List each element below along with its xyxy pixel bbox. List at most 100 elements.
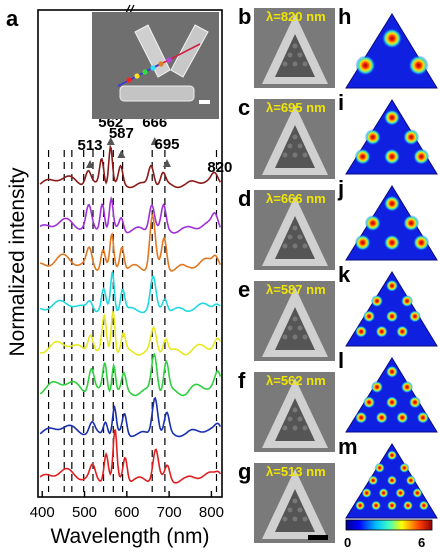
panel-letter: d	[238, 186, 251, 211]
x-ticks: 400 500 600 700 800	[30, 491, 224, 521]
spectrum-line-0	[39, 144, 222, 189]
hot-spot	[374, 462, 385, 473]
sem-dot	[297, 143, 303, 149]
sem-dot	[287, 507, 293, 513]
panel-letter: i	[338, 90, 344, 115]
sem-dot	[287, 143, 293, 149]
lambda-label: λ=820 nm	[266, 9, 326, 24]
sim-triangle	[345, 13, 438, 89]
hot-spot	[387, 450, 397, 461]
sem-dot	[302, 61, 308, 67]
sem-panel-g: g λ=513 nm	[238, 459, 335, 543]
x-tick-label: 700	[157, 504, 182, 521]
sem-panels: b λ=820 nm c λ=695 nm d λ=666 nm e λ=587 nm f λ=5…	[238, 4, 335, 543]
hot-spot	[370, 295, 383, 308]
panel-letter: c	[238, 95, 250, 120]
sem-dot	[282, 334, 288, 340]
hot-spot	[355, 411, 368, 424]
hot-spot	[416, 411, 429, 424]
sem-dot	[282, 61, 288, 67]
sem-dot	[282, 152, 288, 158]
lambda-label: λ=695 nm	[266, 100, 326, 115]
peak-arrow	[117, 150, 126, 158]
hot-spot	[401, 381, 414, 394]
sem-dot	[292, 43, 298, 49]
hot-spot	[364, 129, 381, 146]
sem-dot	[292, 134, 298, 140]
sem-dot	[297, 416, 303, 422]
hot-spot	[405, 475, 416, 486]
sim-panel-l: l	[338, 348, 438, 433]
sem-dot	[302, 334, 308, 340]
x-tick-label: 500	[72, 504, 97, 521]
axis-break-mark	[125, 4, 135, 14]
peak-arrow	[163, 159, 172, 167]
hot-spot	[386, 396, 398, 409]
peak-arrow	[106, 137, 115, 145]
colorbar-max-label: 6	[418, 535, 425, 550]
sem-dot	[302, 152, 308, 158]
hot-spot	[403, 215, 420, 232]
peak-arrow	[150, 137, 159, 145]
sem-panel-b: b λ=820 nm	[238, 4, 335, 88]
sim-triangle	[345, 271, 438, 347]
hot-spot	[384, 234, 400, 251]
lambda-label: λ=562 nm	[266, 373, 326, 388]
hot-spot	[402, 500, 413, 511]
peak-arrow	[86, 160, 95, 168]
hot-spot	[363, 396, 376, 409]
sem-dot	[282, 516, 288, 522]
spectrum-line-3	[39, 271, 221, 314]
sem-dot	[287, 234, 293, 240]
sem-panel-d: d λ=666 nm	[238, 186, 335, 270]
hot-spot	[375, 411, 388, 424]
hot-spot	[387, 475, 397, 486]
hot-spot	[363, 310, 376, 323]
sem-dot	[302, 425, 308, 431]
sem-dot	[282, 243, 288, 249]
hot-spot	[386, 279, 398, 292]
panel-letter: m	[338, 434, 358, 459]
spectra-series	[39, 144, 222, 484]
sem-dot	[297, 52, 303, 58]
hot-spot	[361, 487, 372, 498]
hot-spot	[413, 148, 430, 165]
x-tick-label: 800	[199, 504, 224, 521]
hot-spot	[368, 475, 379, 486]
hot-spot	[395, 487, 406, 498]
spectrum-line-6	[39, 396, 222, 438]
hot-spot	[396, 325, 409, 338]
x-tick-label: 600	[114, 504, 139, 521]
hot-spot	[401, 295, 414, 308]
sem-dot	[292, 334, 298, 340]
sem-dot	[302, 516, 308, 522]
panel-letter: g	[238, 459, 251, 484]
hot-spot	[384, 148, 400, 165]
sem-dot	[292, 225, 298, 231]
spectrum-line-5	[39, 352, 222, 397]
hot-spot	[371, 500, 382, 511]
panel-letter: j	[337, 176, 344, 201]
hot-spot	[354, 148, 371, 165]
sem-dot	[292, 516, 298, 522]
colorbar-gradient	[345, 519, 433, 531]
peak-label: 587	[109, 125, 134, 142]
spectrum-line-7	[39, 429, 221, 484]
sem-panel-f: f λ=562 nm	[238, 368, 335, 452]
hot-spot	[403, 129, 420, 146]
sem-dot	[292, 61, 298, 67]
peak-label: 695	[154, 136, 179, 153]
panel-letter: h	[338, 4, 351, 29]
simulation-panels: h i j k l m	[337, 4, 438, 519]
sem-panel-c: c λ=695 nm	[238, 95, 335, 179]
hot-spot	[413, 234, 430, 251]
sem-dot	[287, 52, 293, 58]
hot-spot	[408, 396, 421, 409]
hot-spot	[375, 325, 388, 338]
lambda-label: λ=587 nm	[266, 282, 326, 297]
dashed-lines	[47, 150, 218, 492]
sim-triangle	[345, 357, 438, 433]
sem-dot	[297, 234, 303, 240]
